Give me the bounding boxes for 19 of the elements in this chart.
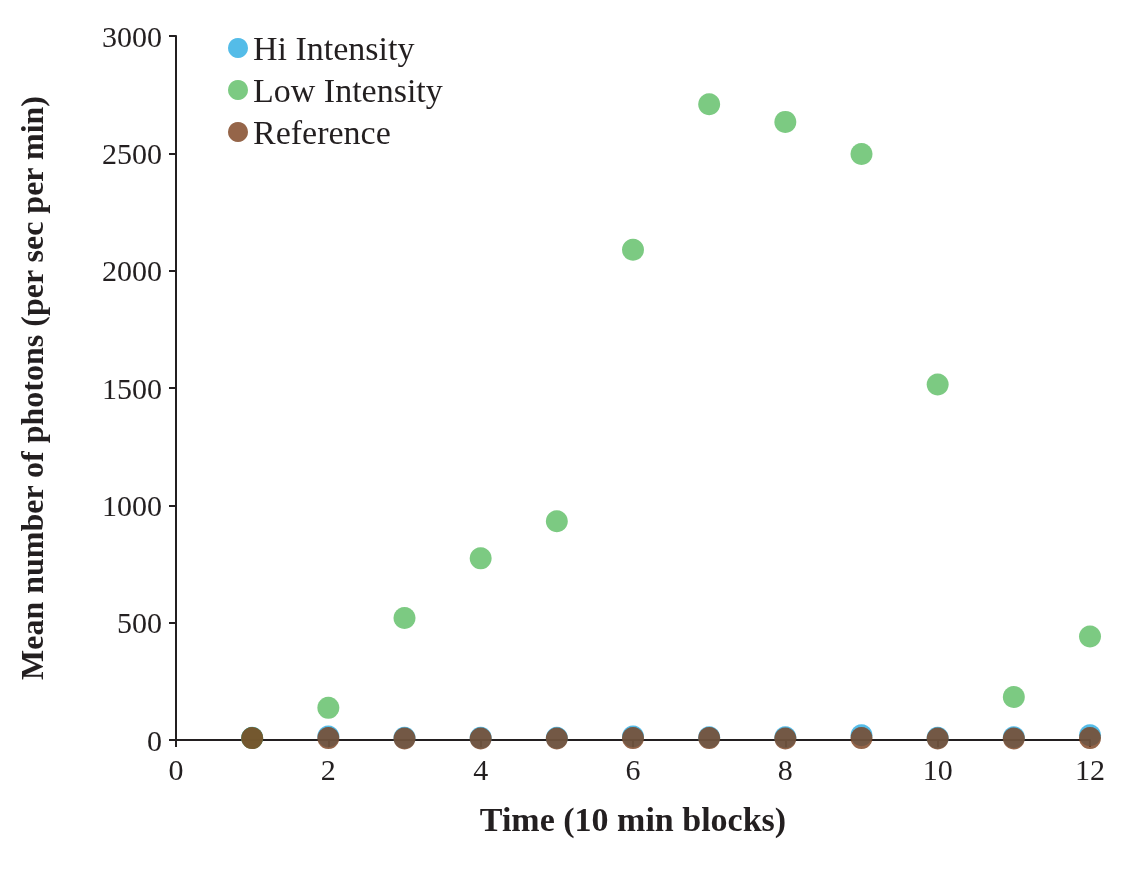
legend-label: Reference xyxy=(253,113,391,151)
y-tick-label: 2000 xyxy=(102,254,162,288)
y-tick-label: 500 xyxy=(117,606,162,640)
y-tick-label: 1500 xyxy=(102,371,162,405)
x-tick-label: 6 xyxy=(625,752,641,786)
x-tick-label: 12 xyxy=(1075,752,1105,786)
x-tick-label: 4 xyxy=(473,752,489,786)
y-tick-label: 3000 xyxy=(102,19,162,53)
y-axis-title: Mean number of photons (per sec per min) xyxy=(14,96,50,680)
x-tick-label: 8 xyxy=(777,752,793,786)
x-tick-label: 2 xyxy=(320,752,336,786)
x-axis-title: Time (10 min blocks) xyxy=(479,800,787,839)
x-tick-label: 10 xyxy=(922,752,953,786)
y-tick-label: 2500 xyxy=(102,136,162,170)
y-tick-label: 1000 xyxy=(102,488,162,522)
legend-label: Hi Intensity xyxy=(253,29,415,67)
legend-label: Low Intensity xyxy=(253,71,443,109)
x-tick-label: 0 xyxy=(168,752,184,786)
y-tick-label: 0 xyxy=(147,723,162,757)
